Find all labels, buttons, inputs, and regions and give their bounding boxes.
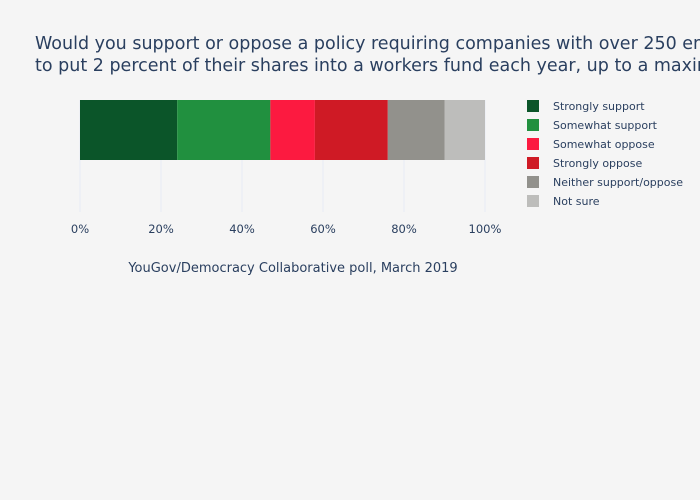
legend-swatch [527, 176, 539, 188]
x-tick-label: 0% [71, 222, 89, 236]
bar-segment-neither-support-oppose[interactable] [387, 100, 445, 160]
x-tick-label: 20% [148, 222, 174, 236]
legend-label: Somewhat oppose [553, 138, 655, 151]
x-axis-title: YouGov/Democracy Collaborative poll, Mar… [127, 261, 457, 276]
legend-swatch [527, 195, 539, 207]
x-tick-label: 40% [229, 222, 255, 236]
bar-segment-strongly-oppose[interactable] [314, 100, 388, 160]
bar-segments [80, 100, 485, 160]
bar-segment-somewhat-oppose[interactable] [270, 100, 315, 160]
legend: Strongly support Somewhat support Somewhat… [527, 100, 683, 208]
legend-swatch [527, 100, 539, 112]
bar-segment-somewhat-support[interactable] [177, 100, 271, 160]
legend-label: Neither support/oppose [553, 176, 683, 189]
legend-swatch [527, 157, 539, 169]
legend-label: Strongly support [553, 100, 645, 113]
legend-swatch [527, 119, 539, 131]
bar-segment-not-sure[interactable] [444, 100, 486, 160]
bar-segment-strongly-support[interactable] [80, 100, 178, 160]
chart-title-line-2: to put 2 percent of their shares into a … [35, 56, 700, 76]
chart-title-line-1: Would you support or oppose a policy req… [35, 34, 700, 54]
chart-title: Would you support or oppose a policy req… [35, 33, 700, 77]
x-tick-labels: 0% 20% 40% 60% 80% 100% [71, 222, 502, 236]
legend-label: Strongly oppose [553, 157, 642, 170]
legend-label: Somewhat support [553, 119, 658, 132]
x-tick-label: 100% [469, 222, 502, 236]
x-tick-label: 80% [391, 222, 417, 236]
x-tick-label: 60% [310, 222, 336, 236]
legend-label: Not sure [553, 195, 600, 208]
legend-swatch [527, 138, 539, 150]
